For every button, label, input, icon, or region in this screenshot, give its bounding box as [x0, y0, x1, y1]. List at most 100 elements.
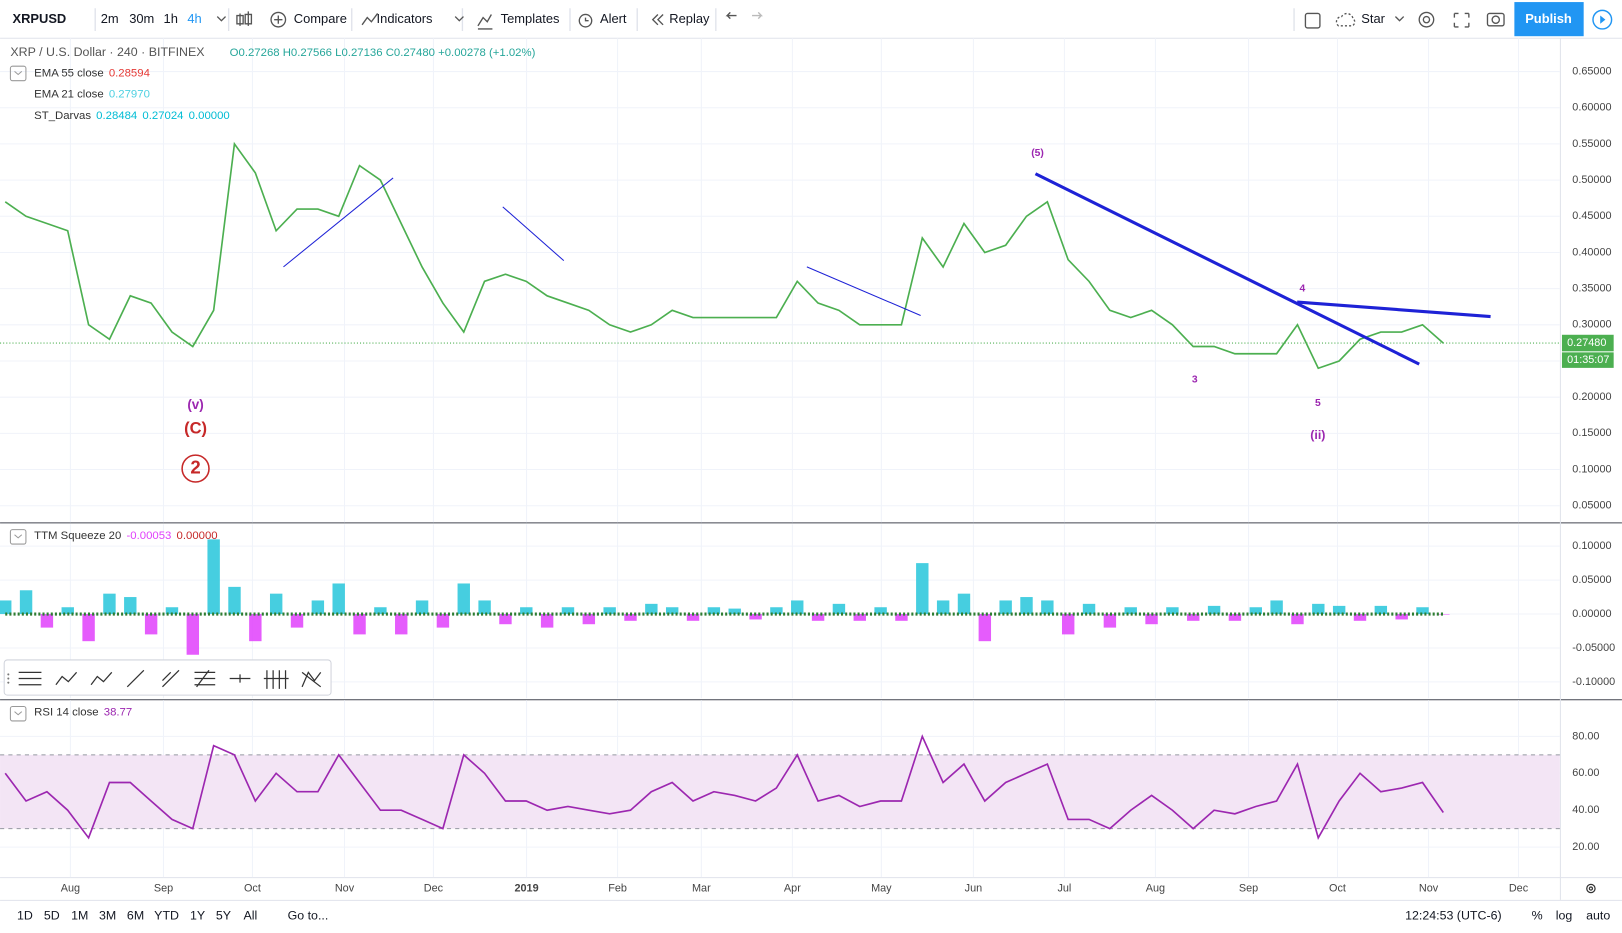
- scale-option[interactable]: log: [1556, 909, 1573, 923]
- histogram-bar: [1312, 603, 1325, 615]
- trendline[interactable]: [1297, 300, 1491, 319]
- fullscreen-icon[interactable]: [1453, 12, 1470, 28]
- tool[interactable]: [301, 671, 322, 688]
- tool[interactable]: [194, 669, 216, 688]
- y-tick-label: 0.40000: [1572, 246, 1611, 258]
- histogram-bar: [19, 590, 33, 615]
- legend-toggle[interactable]: [9, 705, 27, 722]
- indicator-value: 0.28484: [96, 110, 137, 122]
- legend-toggle[interactable]: [9, 65, 27, 82]
- histogram-bar: [1270, 600, 1283, 615]
- interval[interactable]: 30m: [129, 11, 154, 26]
- replay-icon[interactable]: [651, 14, 664, 26]
- x-tick-label: Aug: [61, 882, 80, 894]
- y-tick-label: 0.05000: [1572, 574, 1611, 586]
- histogram-bar: [1416, 607, 1429, 615]
- chart-type-icon[interactable]: [236, 11, 253, 26]
- symbol[interactable]: XRPUSD: [12, 11, 66, 26]
- range-button[interactable]: 1M: [71, 909, 88, 923]
- tool[interactable]: [18, 671, 42, 686]
- x-tick-label: Oct: [1329, 882, 1346, 894]
- publish-button[interactable]: [1514, 2, 1584, 37]
- histogram-bar: [770, 607, 783, 615]
- publish-label[interactable]: Publish: [1525, 11, 1572, 26]
- trendline[interactable]: [283, 177, 394, 268]
- histogram-bar: [249, 614, 262, 642]
- trendlines[interactable]: [283, 172, 1491, 366]
- histogram-bar: [1374, 605, 1388, 615]
- compare-icon[interactable]: [270, 11, 287, 28]
- interval[interactable]: 1h: [164, 11, 178, 26]
- star-dropdown[interactable]: [1394, 16, 1405, 22]
- range-button[interactable]: YTD: [154, 909, 179, 923]
- tool[interactable]: [90, 671, 113, 686]
- templates-icon[interactable]: [477, 14, 493, 30]
- tool[interactable]: [263, 670, 289, 689]
- histogram-bar: [1291, 614, 1304, 625]
- trendline[interactable]: [1034, 172, 1420, 366]
- y-tick-label: 0.65000: [1572, 65, 1611, 77]
- tool[interactable]: [126, 669, 145, 688]
- histogram-bar: [1332, 605, 1346, 615]
- trendline[interactable]: [806, 266, 921, 316]
- goto-button[interactable]: Go to...: [288, 909, 329, 923]
- legend-toggle[interactable]: [9, 529, 27, 545]
- tool[interactable]: [162, 669, 180, 688]
- play-icon[interactable]: [1592, 9, 1613, 30]
- histogram-bar: [1249, 607, 1262, 615]
- range-button[interactable]: All: [243, 909, 257, 923]
- drawing-toolbar: [3, 659, 332, 696]
- histogram-bar: [61, 607, 74, 615]
- range-button[interactable]: 3M: [99, 909, 116, 923]
- scale-option[interactable]: auto: [1586, 909, 1610, 923]
- tool[interactable]: [55, 671, 78, 686]
- indicator-name: TTM Squeeze 20: [34, 530, 121, 542]
- tool[interactable]: [229, 674, 251, 683]
- histogram-bar: [1207, 605, 1221, 615]
- alert-icon[interactable]: [578, 13, 593, 28]
- histogram-bar: [791, 600, 804, 615]
- histogram-bar: [728, 608, 741, 615]
- histogram-bar: [665, 607, 679, 615]
- range-button[interactable]: 5D: [44, 909, 60, 923]
- toolbar-button[interactable]: Replay: [669, 11, 710, 26]
- range-button[interactable]: 6M: [127, 909, 144, 923]
- range-button[interactable]: 1D: [17, 909, 33, 923]
- x-tick-label: Feb: [608, 882, 627, 894]
- histogram-bar: [40, 614, 54, 628]
- toolbar-button[interactable]: Compare: [294, 11, 347, 26]
- toolbar-button[interactable]: Alert: [600, 11, 627, 26]
- scale-option[interactable]: %: [1532, 909, 1543, 923]
- undo[interactable]: [725, 11, 737, 20]
- interval[interactable]: 4h: [187, 11, 201, 26]
- star-button[interactable]: Star: [1361, 11, 1385, 26]
- indicators-icon[interactable]: [361, 13, 379, 26]
- x-tick-label: Jul: [1057, 882, 1071, 894]
- histogram-bar: [749, 614, 762, 620]
- snapshot-icon[interactable]: [1486, 12, 1505, 27]
- indicator-legend: RSI 14 close 38.77: [34, 707, 132, 719]
- interval-dropdown[interactable]: [216, 16, 227, 22]
- wave-label: (5): [1031, 148, 1044, 159]
- indicators-dropdown[interactable]: [454, 16, 464, 22]
- grid: [0, 38, 1560, 878]
- histogram-bar: [686, 614, 700, 621]
- toolbar-button[interactable]: Templates: [501, 11, 560, 26]
- settings-icon[interactable]: [1418, 11, 1435, 28]
- interval[interactable]: 2m: [101, 11, 119, 26]
- indicator-value: 0.27024: [142, 110, 183, 122]
- x-tick-label: May: [871, 882, 892, 894]
- select-icon[interactable]: [1304, 12, 1321, 29]
- indicator-legend: TTM Squeeze 20 -0.00053 0.00000: [34, 530, 217, 542]
- ohlc: O0.27268 H0.27566 L0.27136 C0.27480 +0.0…: [230, 47, 536, 59]
- separators: [94, 8, 1295, 32]
- range-button[interactable]: 1Y: [190, 909, 205, 923]
- x-tick-label: Aug: [1146, 882, 1165, 894]
- trendline[interactable]: [502, 206, 565, 262]
- redo[interactable]: [752, 11, 763, 20]
- histogram-bar: [332, 583, 345, 615]
- toolbar-button[interactable]: Indicators: [377, 11, 433, 26]
- range-button[interactable]: 5Y: [216, 909, 231, 923]
- time-settings[interactable]: [1586, 883, 1596, 894]
- top-toolbar: [0, 0, 1622, 39]
